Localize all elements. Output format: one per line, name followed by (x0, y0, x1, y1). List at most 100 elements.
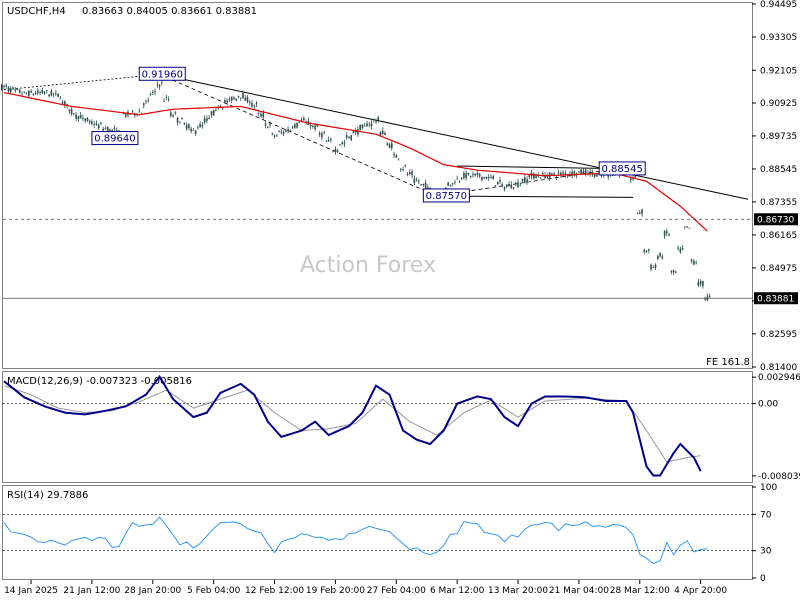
candle-body (679, 248, 682, 253)
candle-body (699, 281, 702, 284)
time-tick-label: 6 Mar 12:00 (430, 586, 485, 596)
candle-body (521, 178, 524, 182)
candle-body (55, 92, 57, 94)
annotation-box (91, 131, 139, 146)
candle-body (476, 172, 479, 175)
fe-label: FE 161.8 (706, 357, 750, 368)
candle-body (226, 100, 228, 103)
candle-body (100, 123, 102, 125)
candle-body (201, 124, 204, 127)
candle-body (37, 90, 39, 94)
candle-body (93, 124, 95, 126)
candle-body (573, 171, 576, 177)
candle-body (645, 250, 648, 252)
candle-body (95, 123, 98, 126)
candle-body (472, 173, 474, 175)
candle-body (634, 175, 637, 178)
candle-body (46, 90, 48, 92)
candle-body (535, 175, 537, 179)
annotation-box (138, 66, 186, 81)
candle-body (490, 177, 492, 178)
candle-body (487, 176, 490, 179)
time-tick-label: 28 Mar 12:00 (610, 586, 670, 596)
candle-body (379, 131, 382, 136)
candle-body (686, 226, 688, 228)
candle-body (138, 111, 141, 113)
candle-body (174, 112, 177, 114)
price-level-box (754, 213, 798, 226)
candle-body (339, 144, 341, 146)
candle-body (366, 123, 368, 127)
candle-body (86, 117, 89, 121)
candle-body (190, 128, 192, 132)
candle-body (158, 85, 161, 87)
candle-body (18, 89, 21, 93)
time-tick-label: 28 Jan 20:00 (124, 586, 181, 596)
candle-body (84, 118, 86, 121)
candle-body (546, 176, 549, 177)
candle-body (397, 158, 400, 160)
annotation-label: 0.87570 (426, 191, 467, 202)
candle-body (172, 115, 174, 117)
candle-body (363, 125, 366, 127)
candle-body (582, 170, 585, 173)
macd-line (3, 374, 702, 477)
candle-body (199, 123, 201, 128)
candle-body (361, 124, 364, 128)
price-level-box (754, 292, 798, 305)
annotation-label: 0.88545 (602, 164, 643, 175)
candle-body (508, 184, 510, 187)
price-tick-label: 0.86165 (760, 231, 797, 241)
candle-body (697, 281, 700, 286)
candle-body (25, 93, 28, 95)
candle-body (192, 129, 195, 131)
candle-body (5, 85, 8, 87)
candle-body (77, 116, 80, 119)
candle-body (233, 97, 235, 99)
price-header-ohlc: 0.83663 0.84005 0.83661 0.83881 (82, 6, 257, 17)
candle-body (206, 118, 208, 121)
candle-body (185, 125, 188, 129)
candle-body (454, 182, 456, 184)
candle-body (659, 253, 661, 257)
candle-body (478, 174, 481, 177)
candle-body (499, 179, 501, 182)
candle-body (557, 172, 560, 174)
candle-body (551, 172, 553, 175)
candle-body (314, 125, 316, 130)
candle-body (345, 135, 348, 138)
candle-body (147, 99, 150, 101)
price-level-labels: 0.86730 0.83881 (754, 213, 798, 305)
candle-body (474, 173, 476, 176)
candle-body (224, 99, 226, 103)
candle-body (48, 94, 50, 97)
candle-body (271, 133, 274, 135)
candle-body (16, 89, 19, 90)
candle-body (70, 109, 73, 114)
candle-body (357, 129, 359, 135)
candle-body (638, 212, 641, 214)
candle-body (341, 142, 343, 144)
rsi-pane: 100 70 30 0 (3, 483, 777, 584)
candle-body (663, 231, 666, 236)
price-tick-label: 0.94495 (760, 0, 797, 10)
candle-body (276, 135, 278, 137)
candle-body (230, 96, 233, 101)
time-tick-label: 19 Feb 20:00 (306, 586, 365, 596)
rsi-tick-label: 0 (760, 574, 766, 584)
time-tick-label: 5 Feb 04:00 (187, 586, 241, 596)
candle-body (212, 109, 215, 116)
trendline (457, 165, 627, 170)
candle-body (170, 112, 172, 117)
candle-body (449, 184, 452, 186)
candle-body (463, 172, 465, 178)
candle-body (208, 117, 210, 119)
time-axis: 14 Jan 2025 21 Jan 12:00 28 Jan 20:00 5 Feb… (4, 580, 727, 596)
candle-body (641, 209, 643, 215)
candle-body (325, 141, 328, 143)
rsi-tick-label: 70 (760, 510, 772, 520)
candle-body (688, 227, 691, 229)
price-header-symbol: USDCHF,H4 (7, 6, 66, 17)
candle-body (485, 176, 488, 180)
candle-body (411, 171, 413, 176)
